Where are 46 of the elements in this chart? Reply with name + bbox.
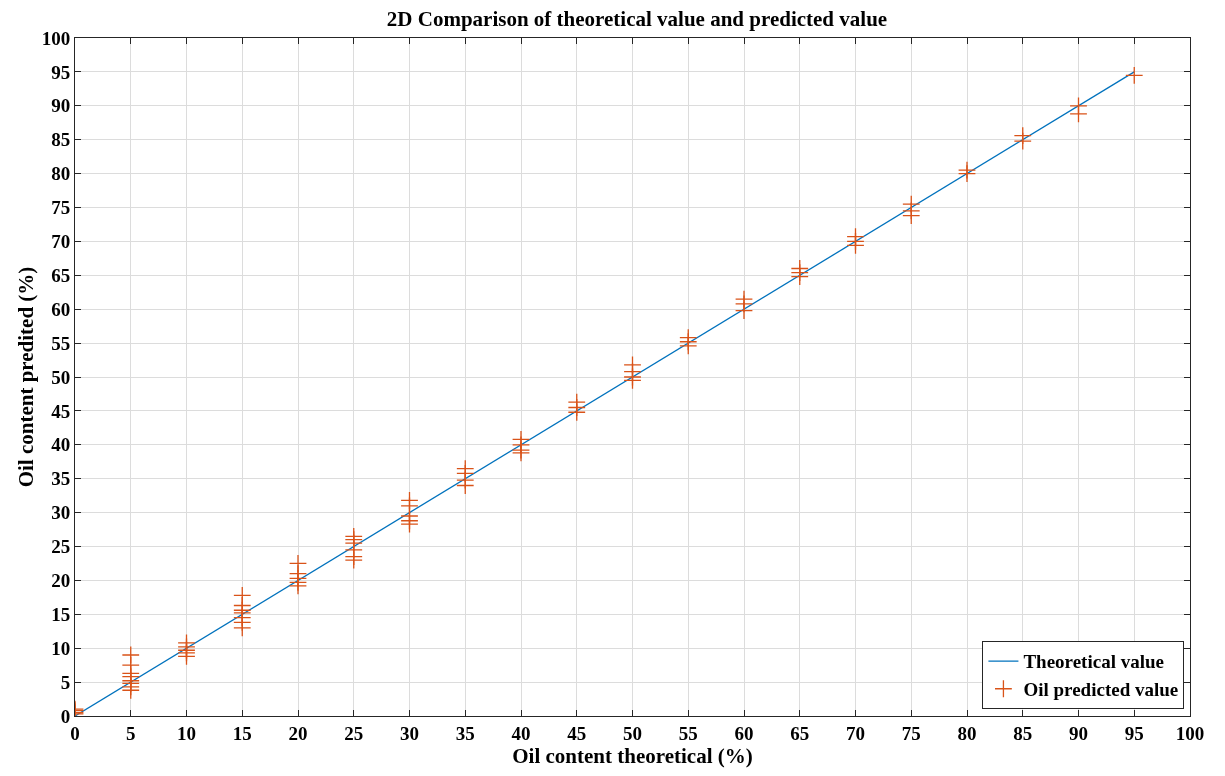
x-tick-label: 25 xyxy=(344,722,364,744)
y-tick-label: 80 xyxy=(51,163,71,185)
y-tick-label: 20 xyxy=(51,570,71,592)
x-tick-label: 65 xyxy=(790,722,810,744)
x-tick-label: 90 xyxy=(1069,722,1088,744)
x-tick-label: 75 xyxy=(901,722,921,744)
x-tick-label: 40 xyxy=(511,722,531,744)
x-tick-label: 35 xyxy=(455,722,475,744)
x-tick-label: 10 xyxy=(177,722,196,744)
x-tick-label: 80 xyxy=(957,722,977,744)
y-tick-label: 90 xyxy=(51,95,71,117)
y-tick-label: 30 xyxy=(51,502,71,524)
x-tick-label: 100 xyxy=(1175,722,1205,744)
x-tick-label: 85 xyxy=(1013,722,1033,744)
y-tick-label: 45 xyxy=(51,400,71,422)
y-tick-label: 10 xyxy=(51,637,71,659)
y-tick-label: 0 xyxy=(60,705,71,727)
x-tick-label: 95 xyxy=(1124,722,1144,744)
y-tick-label: 65 xyxy=(51,264,71,286)
y-axis-title: Oil content predited (%) xyxy=(13,266,38,488)
y-tick-label: 40 xyxy=(51,434,71,456)
x-tick-label: 20 xyxy=(288,722,308,744)
y-tick-label: 50 xyxy=(51,366,71,388)
x-tick-label: 45 xyxy=(567,722,587,744)
y-tick-label: 35 xyxy=(51,468,71,490)
x-tick-label: 5 xyxy=(126,722,136,744)
x-tick-label: 50 xyxy=(623,722,642,744)
y-tick-label: 55 xyxy=(51,332,71,354)
x-axis-title: Oil content theoretical (%) xyxy=(512,743,753,768)
legend-label: Theoretical value xyxy=(1023,651,1164,673)
y-tick-label: 60 xyxy=(51,298,71,320)
x-tick-label: 60 xyxy=(734,722,754,744)
y-tick-label: 5 xyxy=(60,671,71,693)
legend-label: Oil predicted value xyxy=(1023,679,1179,701)
y-tick-label: 75 xyxy=(51,197,71,219)
y-tick-label: 15 xyxy=(51,603,71,625)
x-tick-label: 55 xyxy=(678,722,698,744)
y-tick-label: 95 xyxy=(51,61,71,83)
x-tick-label: 70 xyxy=(846,722,865,744)
y-tick-label: 70 xyxy=(51,231,71,253)
y-tick-label: 25 xyxy=(51,536,71,558)
chart-title: 2D Comparison of theoretical value and predicted value xyxy=(386,7,888,32)
x-tick-label: 30 xyxy=(400,722,419,744)
x-tick-label: 15 xyxy=(232,722,252,744)
y-tick-label: 85 xyxy=(51,129,71,151)
y-tick-label: 100 xyxy=(41,27,71,49)
